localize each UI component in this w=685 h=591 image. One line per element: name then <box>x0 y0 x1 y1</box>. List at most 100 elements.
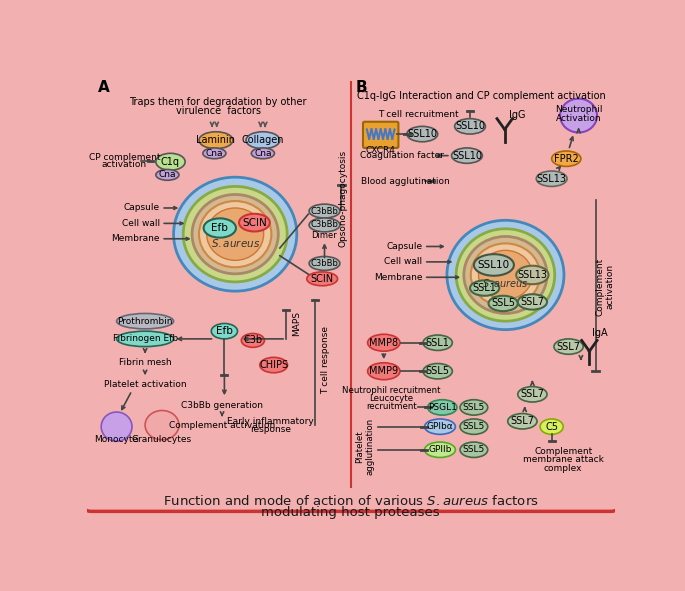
Text: SSL7: SSL7 <box>557 342 581 352</box>
Text: C5: C5 <box>545 421 558 431</box>
Ellipse shape <box>246 132 280 149</box>
Text: Neutrophil recruitment: Neutrophil recruitment <box>342 386 440 395</box>
Ellipse shape <box>460 419 488 434</box>
Ellipse shape <box>460 442 488 457</box>
Text: SSL1: SSL1 <box>473 283 497 293</box>
Text: Cna: Cna <box>159 170 176 180</box>
Text: Cell wall: Cell wall <box>122 219 160 228</box>
Ellipse shape <box>488 296 518 311</box>
Text: Efb: Efb <box>212 223 228 233</box>
Text: FPR2: FPR2 <box>554 154 579 164</box>
Text: virulence  factors: virulence factors <box>176 106 261 116</box>
Text: IgA: IgA <box>592 328 607 337</box>
Text: Capsule: Capsule <box>386 242 422 251</box>
Text: C3b: C3b <box>243 336 262 345</box>
Text: response: response <box>250 426 291 434</box>
Text: SSL10: SSL10 <box>452 151 482 161</box>
Text: T cell recruitment: T cell recruitment <box>378 111 459 119</box>
Text: Cna: Cna <box>254 149 272 158</box>
Text: Collagen: Collagen <box>242 135 284 145</box>
Ellipse shape <box>156 170 179 180</box>
Text: Activation: Activation <box>556 114 601 123</box>
Text: GPIIb: GPIIb <box>428 445 451 454</box>
Text: SSL5: SSL5 <box>463 403 485 412</box>
Ellipse shape <box>307 272 338 286</box>
Text: SSL5: SSL5 <box>463 445 485 454</box>
Text: Platelet
agglutination: Platelet agglutination <box>355 418 374 475</box>
Ellipse shape <box>199 132 233 149</box>
Ellipse shape <box>207 208 264 261</box>
Ellipse shape <box>451 148 482 163</box>
Text: B: B <box>356 80 367 95</box>
Ellipse shape <box>199 201 271 267</box>
Text: SSL5: SSL5 <box>491 298 515 309</box>
Text: Cell wall: Cell wall <box>384 257 422 267</box>
Ellipse shape <box>423 335 452 350</box>
Ellipse shape <box>425 442 456 457</box>
Text: C3bBb generation: C3bBb generation <box>181 401 263 410</box>
Text: complex: complex <box>544 464 582 473</box>
Text: Leucocyte: Leucocyte <box>369 394 414 404</box>
Ellipse shape <box>309 218 340 232</box>
Ellipse shape <box>425 419 456 434</box>
Text: Laminin: Laminin <box>197 135 236 145</box>
Text: IgG: IgG <box>509 110 525 120</box>
Text: Opsono-phagocytosis: Opsono-phagocytosis <box>338 150 347 246</box>
Ellipse shape <box>183 186 287 282</box>
Ellipse shape <box>474 254 514 276</box>
Text: SSL10: SSL10 <box>408 129 437 139</box>
Text: PSGL1: PSGL1 <box>428 403 457 412</box>
Ellipse shape <box>551 151 581 167</box>
Text: Prothrombin: Prothrombin <box>117 317 173 326</box>
Text: CXCR4: CXCR4 <box>366 147 396 155</box>
Ellipse shape <box>518 387 547 402</box>
Text: T cell response: T cell response <box>321 326 331 394</box>
Text: Fibrinogen Efb: Fibrinogen Efb <box>112 335 177 343</box>
Text: Platelet activation: Platelet activation <box>103 380 186 389</box>
Text: MAPS: MAPS <box>292 311 301 336</box>
Text: SCIN: SCIN <box>310 274 334 284</box>
Ellipse shape <box>470 280 499 296</box>
Text: Function and mode of action of various $\it{S. aureus}$ factors: Function and mode of action of various $… <box>163 493 538 508</box>
Ellipse shape <box>407 126 438 142</box>
Ellipse shape <box>203 219 236 238</box>
Ellipse shape <box>309 256 340 270</box>
Text: Efb: Efb <box>216 326 233 336</box>
Text: modulating host proteases: modulating host proteases <box>262 506 440 519</box>
Ellipse shape <box>456 229 555 321</box>
Ellipse shape <box>145 411 179 440</box>
Ellipse shape <box>540 419 563 434</box>
Text: SSL13: SSL13 <box>536 174 566 184</box>
Text: Neutrophil: Neutrophil <box>555 105 602 114</box>
Text: Complement: Complement <box>534 447 593 456</box>
Ellipse shape <box>101 412 132 441</box>
Text: SSL13: SSL13 <box>517 270 547 280</box>
Text: Coagulation factor: Coagulation factor <box>360 151 443 160</box>
Text: membrane attack: membrane attack <box>523 455 603 465</box>
Ellipse shape <box>203 148 226 159</box>
Text: Cna: Cna <box>206 149 223 158</box>
Text: SSL5: SSL5 <box>463 422 485 431</box>
Ellipse shape <box>479 251 532 300</box>
Text: CP complement: CP complement <box>88 152 160 162</box>
Text: Membrane: Membrane <box>374 273 422 282</box>
Ellipse shape <box>460 400 488 415</box>
Ellipse shape <box>464 236 547 313</box>
Text: Granulocytes: Granulocytes <box>132 435 192 444</box>
Ellipse shape <box>241 333 264 348</box>
Text: Complement
activation: Complement activation <box>595 258 614 316</box>
Text: C3bBb: C3bBb <box>310 207 338 216</box>
Ellipse shape <box>192 194 278 274</box>
Ellipse shape <box>518 294 547 310</box>
Text: CHIPS: CHIPS <box>259 360 288 370</box>
Text: Blood agglutination: Blood agglutination <box>361 177 450 186</box>
Ellipse shape <box>427 400 457 415</box>
Ellipse shape <box>471 243 540 307</box>
Text: C3bBb: C3bBb <box>310 220 338 229</box>
FancyBboxPatch shape <box>363 122 399 148</box>
Text: C1q: C1q <box>161 157 180 167</box>
Ellipse shape <box>156 153 185 170</box>
Ellipse shape <box>239 214 270 232</box>
Ellipse shape <box>447 220 564 330</box>
Ellipse shape <box>173 177 297 291</box>
